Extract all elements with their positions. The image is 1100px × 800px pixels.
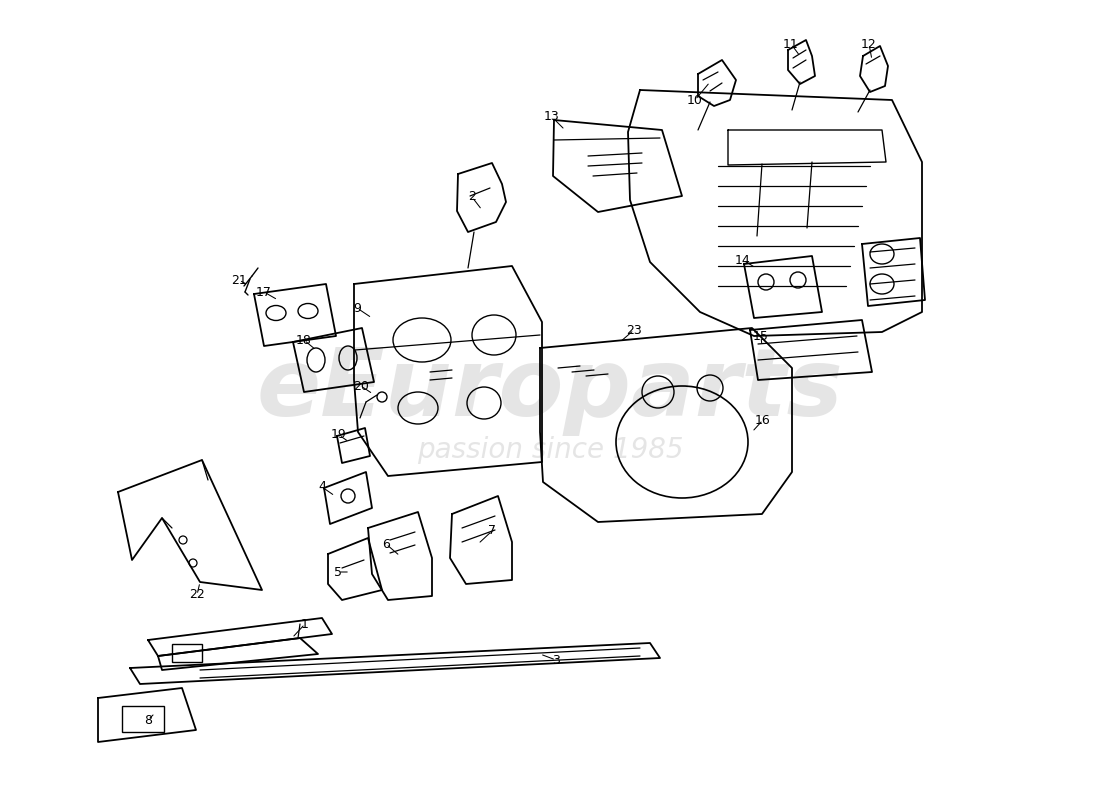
Text: 1: 1 bbox=[301, 618, 309, 630]
Text: passion since 1985: passion since 1985 bbox=[417, 436, 683, 464]
Text: eEuroparts: eEuroparts bbox=[256, 344, 844, 436]
Bar bbox=[172, 644, 202, 662]
Text: 3: 3 bbox=[552, 654, 560, 666]
Text: 11: 11 bbox=[783, 38, 799, 50]
Text: 5: 5 bbox=[334, 566, 342, 578]
Text: 15: 15 bbox=[754, 330, 769, 343]
Text: 14: 14 bbox=[735, 254, 751, 266]
Text: 21: 21 bbox=[231, 274, 246, 286]
Text: 13: 13 bbox=[544, 110, 560, 123]
Text: 20: 20 bbox=[353, 379, 369, 393]
Text: 22: 22 bbox=[189, 589, 205, 602]
Text: 19: 19 bbox=[331, 429, 346, 442]
Text: 10: 10 bbox=[688, 94, 703, 106]
Text: 16: 16 bbox=[755, 414, 771, 426]
Text: 18: 18 bbox=[296, 334, 312, 346]
Text: 17: 17 bbox=[256, 286, 272, 298]
Text: 23: 23 bbox=[626, 323, 642, 337]
Text: 4: 4 bbox=[318, 481, 326, 494]
Text: 9: 9 bbox=[353, 302, 361, 314]
Text: 6: 6 bbox=[382, 538, 389, 550]
Text: 7: 7 bbox=[488, 525, 496, 538]
Text: 2: 2 bbox=[469, 190, 476, 203]
Bar bbox=[122, 706, 164, 732]
Text: 12: 12 bbox=[861, 38, 877, 50]
Text: 8: 8 bbox=[144, 714, 152, 726]
